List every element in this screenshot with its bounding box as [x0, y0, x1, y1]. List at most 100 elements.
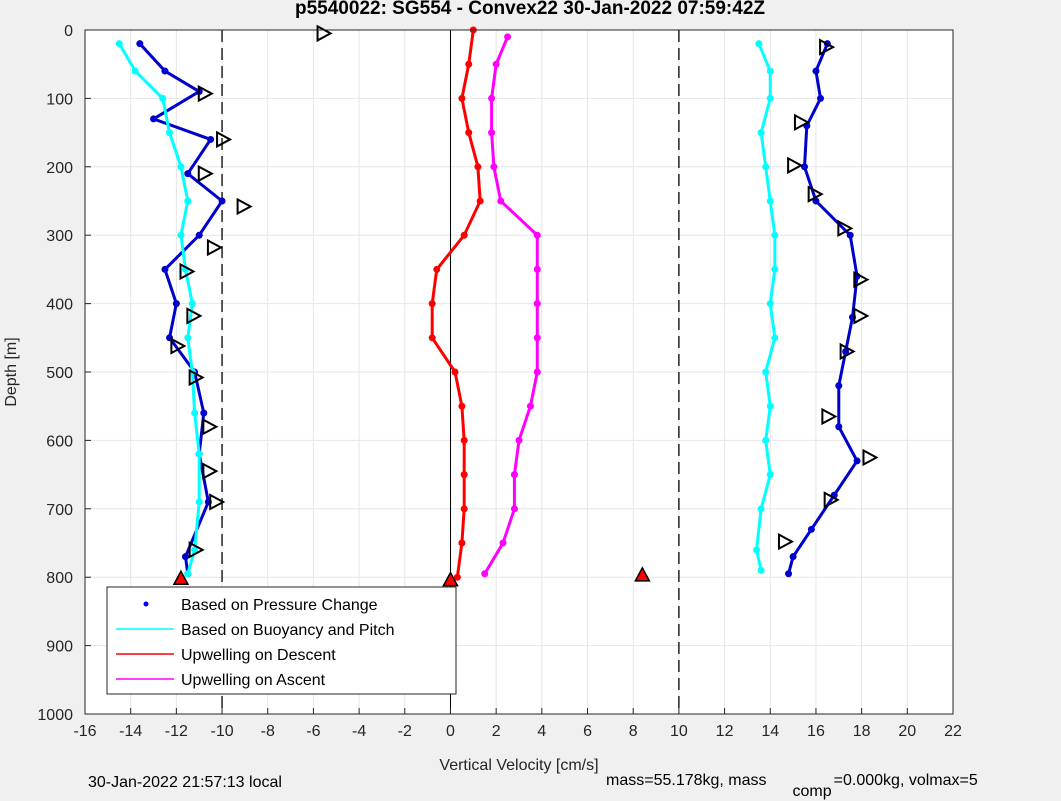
- x-tick-label: -6: [306, 723, 320, 740]
- legend-label: Based on Pressure Change: [181, 597, 378, 614]
- dive-marker: [236, 197, 253, 216]
- chart-title: p5540022: SG554 - Convex22 30-Jan-2022 0…: [295, 0, 765, 19]
- footer-mass: mass=55.178kg, mass comp=0.000kg, volmax=…: [606, 772, 978, 800]
- series-buoyancy-ascent-point: [766, 197, 774, 205]
- series-upwelling-descent-point: [474, 163, 482, 171]
- dive-marker: [819, 38, 836, 56]
- series-upwelling-ascent-point: [504, 33, 512, 41]
- x-tick-label: 16: [807, 723, 825, 740]
- legend-label: Upwelling on Descent: [181, 647, 336, 664]
- series-buoyancy-descent-line: [117, 42, 201, 575]
- series-pressure-ascent-point: [842, 347, 850, 355]
- dive-marker: [777, 532, 795, 551]
- series-upwelling-ascent-point: [533, 231, 541, 239]
- x-axis-ticks: -16 -14 -12 -10 -8 -6 -4 -2 0 2 4 6 8 10 12 14 16 18 20 22: [73, 708, 962, 740]
- series-upwelling-ascent-point: [533, 265, 541, 273]
- series-buoyancy-descent-point: [184, 334, 192, 342]
- dive-marker: [188, 541, 205, 559]
- series-pressure-ascent-point: [846, 231, 854, 239]
- series-upwelling-descent-point: [428, 334, 436, 342]
- y-tick-label: 100: [46, 91, 73, 108]
- dive-marker: [202, 462, 219, 480]
- dive-marker: [807, 185, 824, 203]
- x-tick-label: 22: [944, 723, 962, 740]
- series-pressure-ascent-point: [789, 553, 797, 561]
- series-buoyancy-ascent-point: [757, 505, 765, 513]
- x-tick-label: 6: [583, 723, 592, 740]
- series-upwelling-descent-point: [476, 197, 484, 205]
- series-upwelling-descent-point: [465, 60, 473, 68]
- series-buoyancy-descent-point: [159, 94, 167, 102]
- series-buoyancy-descent-point: [191, 546, 199, 554]
- series-upwelling-ascent-point: [497, 197, 505, 205]
- dive-marker: [179, 262, 196, 281]
- series-pressure-descent-point: [150, 115, 158, 123]
- x-axis-label: Vertical Velocity [cm/s]: [439, 757, 598, 774]
- legend-label: Based on Buoyancy and Pitch: [181, 622, 394, 639]
- series-pressure-descent-point: [182, 553, 190, 561]
- series-buoyancy-ascent-point: [753, 546, 761, 554]
- dive-marker: [206, 238, 224, 257]
- series-buoyancy-descent-point: [115, 40, 123, 48]
- series-upwelling-ascent-point: [510, 471, 518, 479]
- series-upwelling-ascent-point: [515, 436, 523, 444]
- footer-mass-comp: comp: [792, 783, 832, 800]
- series-pressure-descent-point: [195, 231, 203, 239]
- series-buoyancy-ascent-point: [757, 129, 765, 137]
- legend: Based on Pressure Change Based on Buoyanc…: [106, 586, 457, 695]
- dive-marker: [839, 342, 856, 361]
- series-pressure-descent-point: [218, 197, 226, 205]
- dive-marker: [170, 337, 187, 355]
- series-buoyancy-ascent-point: [766, 300, 774, 308]
- series-pressure-descent-point: [161, 67, 169, 75]
- dive-marker: [186, 307, 203, 325]
- series-buoyancy-ascent-point: [762, 436, 770, 444]
- x-tick-label: 18: [853, 723, 871, 740]
- y-tick-label: 0: [64, 23, 73, 40]
- dive-marker: [821, 407, 838, 426]
- series-upwelling-ascent-point: [533, 368, 541, 376]
- x-tick-label: -16: [73, 723, 96, 740]
- markers: [170, 24, 879, 587]
- series-buoyancy-descent-point: [177, 231, 185, 239]
- series-upwelling-descent-point: [460, 231, 468, 239]
- series-buoyancy-ascent-point: [755, 40, 763, 48]
- series-buoyancy-ascent-point: [771, 265, 779, 273]
- dive-marker: [823, 491, 840, 509]
- series-upwelling-ascent-point: [526, 402, 534, 410]
- x-tick-label: -8: [261, 723, 275, 740]
- series-pressure-ascent-point: [835, 382, 843, 390]
- series-buoyancy-descent-point: [166, 129, 174, 137]
- series-buoyancy-descent-point: [177, 163, 185, 171]
- series-buoyancy-descent-point: [195, 450, 203, 458]
- series-pressure-ascent-point: [812, 67, 820, 75]
- x-tick-label: 0: [446, 723, 455, 740]
- series-pressure-ascent-point: [785, 570, 793, 578]
- x-tick-label: -12: [165, 723, 188, 740]
- series-pressure-ascent-point: [801, 163, 809, 171]
- series-upwelling-descent-point: [465, 129, 473, 137]
- series-upwelling-descent-point: [458, 402, 466, 410]
- series-upwelling-descent-point: [460, 436, 468, 444]
- series-upwelling-ascent-point: [533, 300, 541, 308]
- apogee-marker: [172, 569, 190, 586]
- series-upwelling-ascent-point: [481, 570, 489, 578]
- dive-marker: [216, 130, 233, 149]
- series-pressure-descent-point: [161, 265, 169, 273]
- x-tick-label: 8: [629, 723, 638, 740]
- series-pressure-descent-point: [184, 170, 192, 178]
- x-tick-label: 12: [716, 723, 734, 740]
- dive-marker: [837, 219, 854, 238]
- series-buoyancy-ascent-point: [757, 566, 765, 574]
- series-upwelling-ascent-point: [533, 334, 541, 342]
- series-buoyancy-descent-point: [188, 300, 196, 308]
- y-axis-ticks: 0 100 200 300 400 500 600 700 800 900 1000: [37, 23, 91, 724]
- y-tick-label: 900: [46, 639, 73, 656]
- series-upwelling-descent-point: [458, 94, 466, 102]
- apogee-marker: [634, 566, 651, 582]
- series-buoyancy-descent-point: [184, 197, 192, 205]
- y-tick-label: 800: [46, 570, 73, 587]
- series-buoyancy-ascent-point: [762, 368, 770, 376]
- dive-marker: [793, 113, 811, 132]
